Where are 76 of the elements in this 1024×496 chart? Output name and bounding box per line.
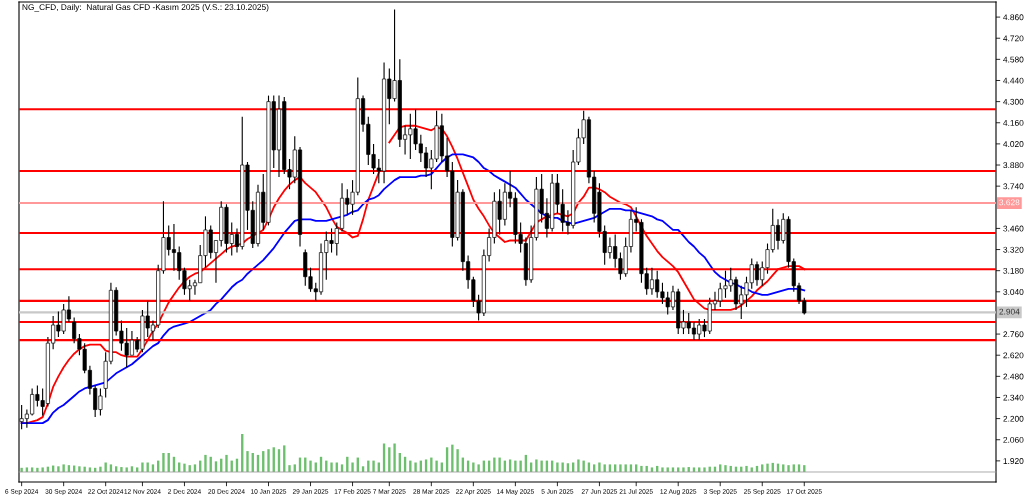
- bar: [603, 464, 606, 472]
- y-tick-label: 4.580: [1003, 56, 1024, 63]
- bar: [36, 467, 39, 472]
- y-tick-label: 3.180: [1003, 267, 1024, 274]
- y-tick-label: 2.620: [1003, 352, 1024, 359]
- bar: [535, 459, 538, 472]
- bar: [414, 462, 417, 472]
- bar: [577, 459, 580, 472]
- bar: [451, 444, 454, 472]
- chart-title: NG_CFD, Daily: Natural Gas CFD -Kasım 2025 (V.S.: 23.10.2025): [22, 3, 269, 12]
- bar: [640, 465, 643, 472]
- y-tick-label: 4.020: [1003, 141, 1024, 147]
- y-tick-label: 4.720: [1003, 35, 1024, 42]
- y-tick-label: 3.460: [1003, 225, 1024, 232]
- y-tick-label: 2.340: [1003, 394, 1024, 401]
- bar: [787, 465, 790, 472]
- y-tick-label: 3.040: [1003, 289, 1024, 295]
- bar: [598, 462, 601, 472]
- y-tick-label: 4.440: [1003, 77, 1024, 84]
- bar: [393, 443, 396, 472]
- bar: [351, 462, 354, 472]
- bar: [20, 467, 23, 472]
- y-tick-label: 1.920: [1003, 458, 1024, 464]
- bar: [104, 462, 107, 472]
- bar: [330, 462, 333, 472]
- bar: [125, 467, 128, 472]
- bar: [766, 463, 769, 472]
- y-tick-label: 2.200: [1003, 415, 1024, 422]
- bar: [661, 467, 664, 472]
- bar: [477, 464, 480, 472]
- bar: [41, 467, 44, 472]
- ref-line-label: 3.628: [999, 199, 1020, 206]
- bar: [456, 449, 459, 472]
- bar: [120, 467, 123, 472]
- y-tick-label: 4.300: [1003, 98, 1024, 105]
- bar: [78, 466, 81, 472]
- bar: [619, 464, 622, 472]
- bar: [540, 460, 543, 472]
- bar: [99, 466, 102, 472]
- bar: [703, 467, 706, 472]
- bar: [141, 462, 144, 472]
- bar: [519, 460, 522, 472]
- y-tick-label: 2.060: [1003, 436, 1024, 443]
- bar: [372, 460, 375, 472]
- bar: [745, 465, 748, 472]
- y-tick-label: 2.480: [1003, 373, 1024, 380]
- bar: [62, 464, 65, 472]
- y-tick-label: 3.880: [1003, 162, 1024, 169]
- y-tick-label: 4.860: [1003, 14, 1024, 21]
- bar: [246, 451, 249, 472]
- bar: [561, 462, 564, 472]
- bar: [162, 453, 165, 472]
- bar: [472, 462, 475, 472]
- bar: [493, 457, 496, 472]
- bar: [267, 449, 270, 472]
- bar: [498, 457, 501, 472]
- bar: [183, 463, 186, 472]
- bar: [57, 466, 60, 472]
- bar: [409, 460, 412, 472]
- bar: [430, 457, 433, 472]
- y-tick-label: 4.160: [1003, 119, 1024, 126]
- bar: [225, 454, 228, 472]
- bar: [682, 467, 685, 472]
- y-tick-label: 3.320: [1003, 246, 1024, 253]
- ref-line-label: 2.904: [999, 308, 1020, 315]
- bar: [288, 465, 291, 472]
- y-tick-label: 2.760: [1003, 331, 1024, 338]
- bar: [724, 465, 727, 472]
- bar: [582, 460, 585, 472]
- bar: [556, 462, 559, 472]
- bar: [435, 460, 438, 472]
- y-tick-label: 3.740: [1003, 183, 1024, 190]
- bar: [309, 460, 312, 472]
- bar: [514, 460, 517, 472]
- bar: [83, 466, 86, 472]
- bar: [204, 454, 207, 472]
